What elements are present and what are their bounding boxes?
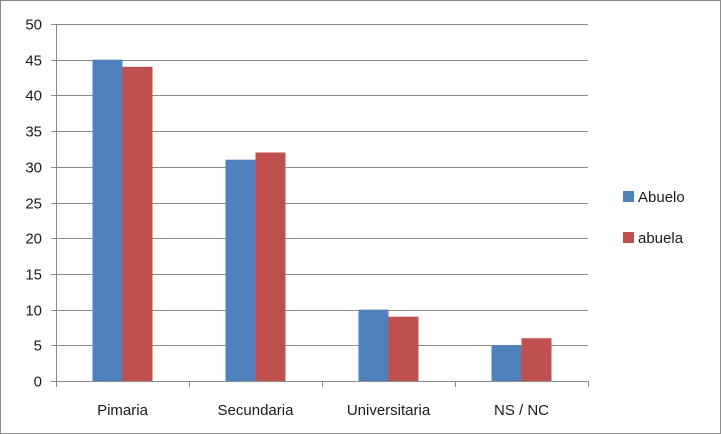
x-tick-label: NS / NC <box>494 402 549 419</box>
x-axis-tick-labels: Pimaria Secundaria Universitaria NS / NC <box>97 402 549 419</box>
y-tick-label: 35 <box>25 124 42 141</box>
bar-abuelo-0 <box>92 59 123 381</box>
legend-label-abuela: abuela <box>638 230 684 247</box>
bar-abuelo-2 <box>358 309 389 381</box>
y-tick-label: 15 <box>25 267 42 284</box>
legend-swatch-abuela <box>623 232 634 243</box>
bar-abuelo-1 <box>225 159 256 381</box>
bar-abuelo-3 <box>491 345 522 381</box>
y-axis-tick-labels: 0 5 10 15 20 25 30 35 40 45 50 <box>25 17 42 391</box>
x-tick-label: Secundaria <box>218 402 295 419</box>
bar-abuela-3 <box>521 338 552 381</box>
bars <box>92 59 552 382</box>
legend: Abuelo abuela <box>623 189 685 247</box>
bar-abuela-1 <box>255 152 286 381</box>
bar-abuela-2 <box>388 316 419 381</box>
y-tick-label: 5 <box>34 338 42 355</box>
x-tick-label: Pimaria <box>97 402 149 419</box>
x-tick-label: Universitaria <box>347 402 431 419</box>
axes <box>51 24 589 387</box>
y-tick-label: 30 <box>25 160 42 177</box>
y-tick-label: 20 <box>25 231 42 248</box>
y-tick-label: 0 <box>34 374 42 391</box>
bar-abuela-0 <box>122 66 153 382</box>
legend-label-abuelo: Abuelo <box>638 189 685 206</box>
y-tick-label: 40 <box>25 88 42 105</box>
y-tick-label: 50 <box>25 17 42 34</box>
y-tick-label: 10 <box>25 303 42 320</box>
y-tick-label: 45 <box>25 53 42 70</box>
legend-swatch-abuelo <box>623 191 634 202</box>
y-tick-label: 25 <box>25 196 42 213</box>
